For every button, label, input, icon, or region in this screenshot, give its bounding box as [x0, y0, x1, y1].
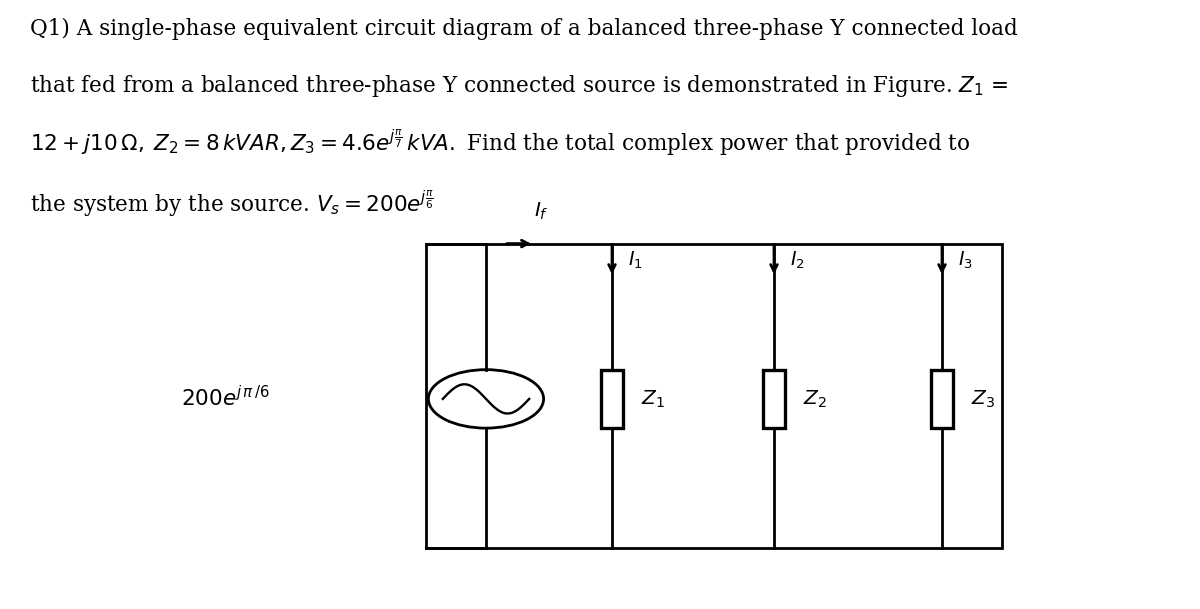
Bar	[426, 244, 1002, 548]
Text: $Z_1$: $Z_1$	[641, 389, 665, 409]
Text: $Z_2$: $Z_2$	[803, 389, 827, 409]
Text: $I_3$: $I_3$	[958, 250, 972, 271]
Text: the system by the source. $V_s = 200e^{j\frac{\pi}{6}}$: the system by the source. $V_s = 200e^{j…	[30, 189, 434, 219]
Text: Q1) A single-phase equivalent circuit diagram of a balanced three-phase Y connec: Q1) A single-phase equivalent circuit di…	[30, 18, 1018, 40]
Bar	[931, 370, 953, 428]
Text: $200e^{j\,\pi\,/6}$: $200e^{j\,\pi\,/6}$	[181, 386, 270, 412]
Text: $I_1$: $I_1$	[628, 250, 642, 271]
Bar	[601, 370, 623, 428]
Text: $I_2$: $I_2$	[790, 250, 804, 271]
Text: $12 + j10\,\Omega,\; Z_2 = 8\,kVAR, Z_3 = 4.6e^{j\frac{\pi}{7}}\,kVA.$ Find the : $12 + j10\,\Omega,\; Z_2 = 8\,kVAR, Z_3 …	[30, 128, 971, 158]
Bar	[763, 370, 785, 428]
Text: that fed from a balanced three-phase Y connected source is demonstrated in Figur: that fed from a balanced three-phase Y c…	[30, 73, 1008, 99]
Text: $Z_3$: $Z_3$	[971, 389, 995, 409]
Text: $I_f$: $I_f$	[534, 201, 548, 222]
